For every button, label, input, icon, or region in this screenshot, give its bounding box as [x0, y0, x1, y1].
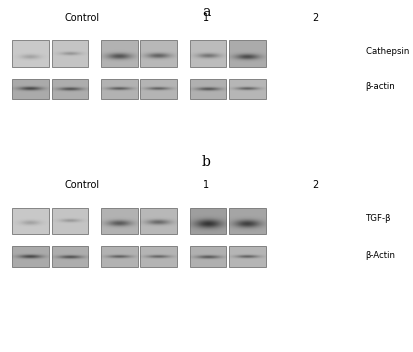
- Bar: [229, 40, 266, 67]
- Text: a: a: [202, 5, 211, 19]
- Text: TGF-β: TGF-β: [366, 214, 391, 223]
- Bar: [12, 79, 49, 99]
- Text: β-actin: β-actin: [366, 82, 395, 91]
- Bar: [140, 246, 177, 267]
- Bar: [52, 208, 88, 234]
- Bar: [101, 79, 138, 99]
- Bar: [101, 40, 138, 67]
- Bar: [12, 208, 49, 234]
- Text: Control: Control: [64, 13, 100, 23]
- Bar: [229, 246, 266, 267]
- Bar: [52, 246, 88, 267]
- Bar: [101, 246, 138, 267]
- Bar: [52, 40, 88, 67]
- Bar: [229, 79, 266, 99]
- Bar: [190, 79, 226, 99]
- Text: Cathepsin K: Cathepsin K: [366, 46, 413, 56]
- Bar: [52, 79, 88, 99]
- Bar: [190, 246, 226, 267]
- Text: Control: Control: [64, 180, 100, 190]
- Text: β-Actin: β-Actin: [366, 251, 396, 260]
- Bar: [12, 40, 49, 67]
- Text: 2: 2: [312, 13, 319, 23]
- Bar: [190, 208, 226, 234]
- Bar: [140, 208, 177, 234]
- Text: 1: 1: [203, 180, 209, 190]
- Bar: [190, 40, 226, 67]
- Text: 1: 1: [203, 13, 209, 23]
- Bar: [12, 246, 49, 267]
- Bar: [101, 208, 138, 234]
- Bar: [140, 40, 177, 67]
- Bar: [229, 208, 266, 234]
- Text: b: b: [202, 155, 211, 169]
- Bar: [140, 79, 177, 99]
- Text: 2: 2: [312, 180, 319, 190]
